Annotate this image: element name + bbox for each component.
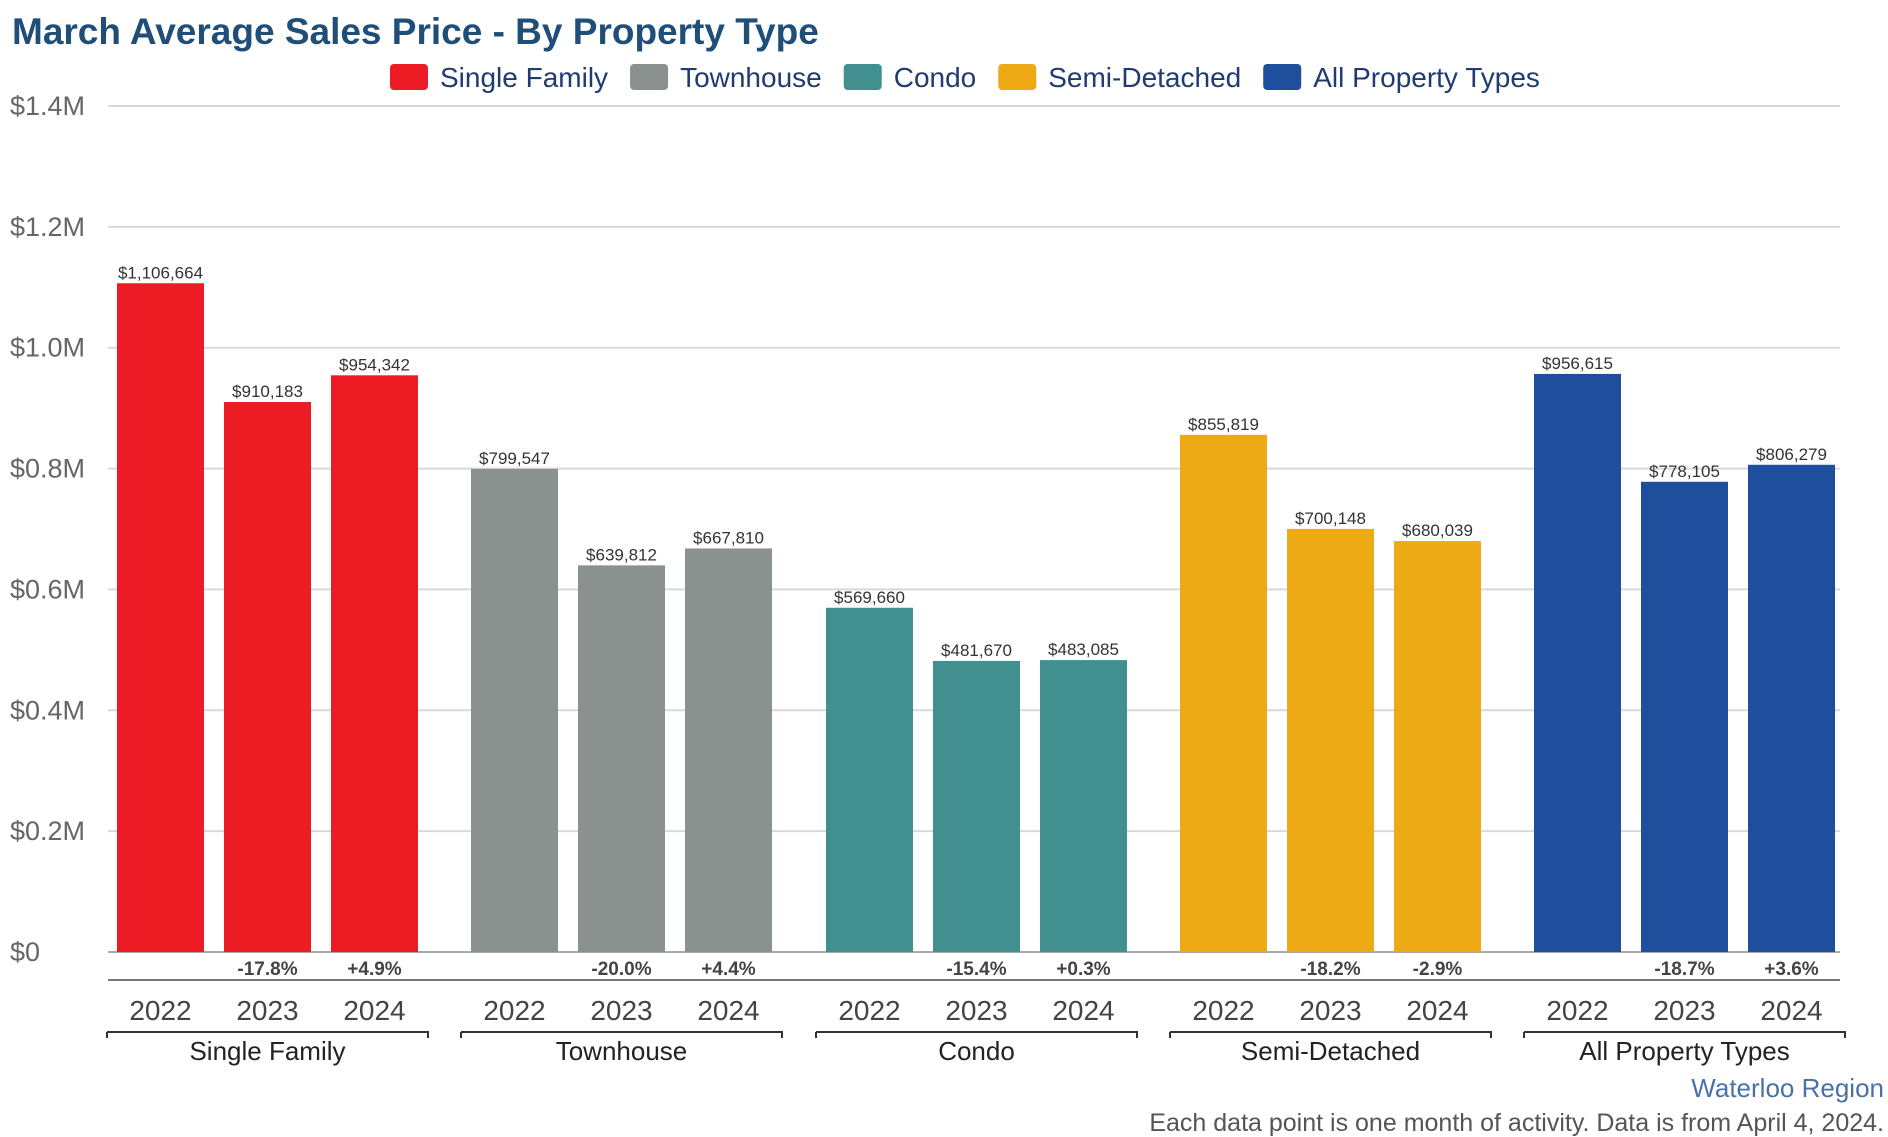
data-label: $855,819 [1188, 415, 1259, 434]
data-label: $799,547 [479, 449, 550, 468]
data-label: $639,812 [586, 545, 657, 564]
group-label: All Property Types [1579, 1036, 1790, 1066]
data-label: $910,183 [232, 382, 303, 401]
bar [1641, 481, 1728, 952]
legend-label: Condo [894, 62, 977, 93]
group-label: Single Family [189, 1036, 345, 1066]
legend-swatch [390, 64, 428, 90]
legend-swatch [630, 64, 669, 90]
chart-title: March Average Sales Price - By Property … [12, 11, 819, 52]
x-tick-label: 2024 [1406, 995, 1468, 1026]
group-bracket [1169, 1031, 1492, 1038]
legend-label: Semi-Detached [1048, 62, 1241, 93]
data-label: $680,039 [1402, 521, 1473, 540]
data-label: $667,810 [693, 528, 764, 547]
change-label: -18.7% [1654, 959, 1714, 980]
data-label: $806,279 [1756, 445, 1827, 464]
x-tick-label: 2024 [1052, 995, 1114, 1026]
y-tick-label: $0.2M [10, 816, 85, 846]
bar [224, 401, 311, 953]
x-axis-labels: 2022 2023 2024 Single Family 2022 2023 2024 Tow… [106, 995, 1846, 1066]
region-label: Waterloo Region [1691, 1073, 1884, 1103]
bar [331, 375, 418, 952]
group-bracket [815, 1031, 1138, 1038]
x-tick-label: 2022 [129, 995, 191, 1026]
change-label: -15.4% [946, 959, 1006, 980]
bar [1394, 541, 1481, 952]
x-tick-label: 2023 [1653, 995, 1715, 1026]
bar [826, 607, 913, 952]
legend-swatch [1263, 64, 1302, 90]
legend-label: Single Family [440, 62, 608, 93]
change-label: -18.2% [1300, 959, 1360, 980]
x-tick-label: 2023 [1299, 995, 1361, 1026]
bar [117, 283, 204, 952]
change-label: -20.0% [591, 959, 651, 980]
group-label: Condo [938, 1036, 1015, 1066]
x-tick-label: 2024 [1760, 995, 1822, 1026]
group-bracket [1523, 1031, 1846, 1038]
group-label: Townhouse [556, 1036, 688, 1066]
y-tick-label: $1.0M [10, 333, 85, 363]
x-tick-label: 2024 [343, 995, 405, 1026]
x-tick-label: 2023 [590, 995, 652, 1026]
x-tick-label: 2022 [483, 995, 545, 1026]
data-label: $483,085 [1048, 640, 1119, 659]
x-tick-label: 2022 [1546, 995, 1608, 1026]
chart-legend: Single Family Townhouse Condo Semi-Detached… [390, 62, 1540, 93]
data-label: $481,670 [941, 641, 1012, 660]
data-label: $700,148 [1295, 509, 1366, 528]
data-label: $569,660 [834, 588, 905, 607]
x-tick-label: 2022 [838, 995, 900, 1026]
change-label: -17.8% [237, 959, 297, 980]
group-label: Semi-Detached [1241, 1036, 1420, 1066]
x-tick-label: 2024 [697, 995, 759, 1026]
bar [578, 565, 665, 952]
y-tick-label: $1.4M [10, 91, 85, 121]
x-tick-label: 2023 [236, 995, 298, 1026]
bar [1287, 528, 1374, 952]
bar [933, 660, 1020, 952]
group-bracket [106, 1031, 429, 1038]
bar [1180, 434, 1267, 952]
bar [471, 468, 558, 952]
bar-area: $1,106,664 $910,183 -17.8% $954,342 +4.9% $79… [117, 263, 1835, 980]
change-label: +0.3% [1056, 959, 1111, 980]
data-label: $1,106,664 [118, 263, 203, 282]
legend-label: Townhouse [680, 62, 822, 93]
data-label: $956,615 [1542, 354, 1613, 373]
bar [685, 548, 772, 952]
change-label: -2.9% [1413, 959, 1463, 980]
x-tick-label: 2022 [1192, 995, 1254, 1026]
y-tick-label: $0 [10, 937, 40, 967]
data-label: $778,105 [1649, 462, 1720, 481]
data-label: $954,342 [339, 355, 410, 374]
change-label: +4.4% [701, 959, 756, 980]
legend-swatch [998, 64, 1037, 90]
y-tick-label: $1.2M [10, 212, 85, 242]
footnote: Each data point is one month of activity… [1149, 1109, 1884, 1137]
change-label: +3.6% [1764, 959, 1819, 980]
legend-swatch [843, 64, 882, 90]
group-bracket [460, 1031, 783, 1038]
bar [1534, 373, 1621, 952]
bar [1748, 464, 1835, 952]
bar [1040, 660, 1127, 952]
x-tick-label: 2023 [945, 995, 1007, 1026]
y-tick-label: $0.8M [10, 454, 85, 484]
legend-label: All Property Types [1313, 62, 1540, 93]
y-tick-label: $0.6M [10, 574, 85, 604]
y-tick-label: $0.4M [10, 695, 85, 725]
change-label: +4.9% [347, 959, 402, 980]
